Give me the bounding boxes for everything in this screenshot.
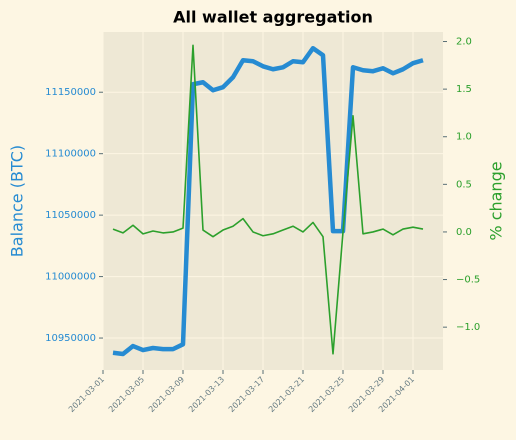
plot-area	[103, 32, 443, 370]
y2-tick-label: 0.0	[456, 227, 472, 238]
y2-tick-label: −1.0	[456, 322, 480, 333]
y2-tick-label: 0.5	[456, 179, 472, 190]
y-tick-label: 11100000	[45, 149, 96, 160]
y-tick-label: 11050000	[45, 210, 96, 221]
y-tick-label: 11000000	[45, 272, 96, 283]
y2-tick-label: 2.0	[456, 37, 472, 48]
y2-axis-label: % change	[487, 161, 506, 240]
y2-tick-label: −0.5	[456, 275, 480, 286]
chart-title: All wallet aggregation	[173, 8, 373, 27]
series-line	[112, 45, 424, 357]
y-tick-label: 11150000	[45, 87, 96, 98]
y-tick-label: 10950000	[45, 333, 96, 344]
y2-tick-label: 1.0	[456, 132, 472, 143]
y2-tick-label: 1.5	[456, 84, 472, 95]
y-axis-label: Balance (BTC)	[8, 145, 27, 257]
series-line	[112, 44, 424, 355]
